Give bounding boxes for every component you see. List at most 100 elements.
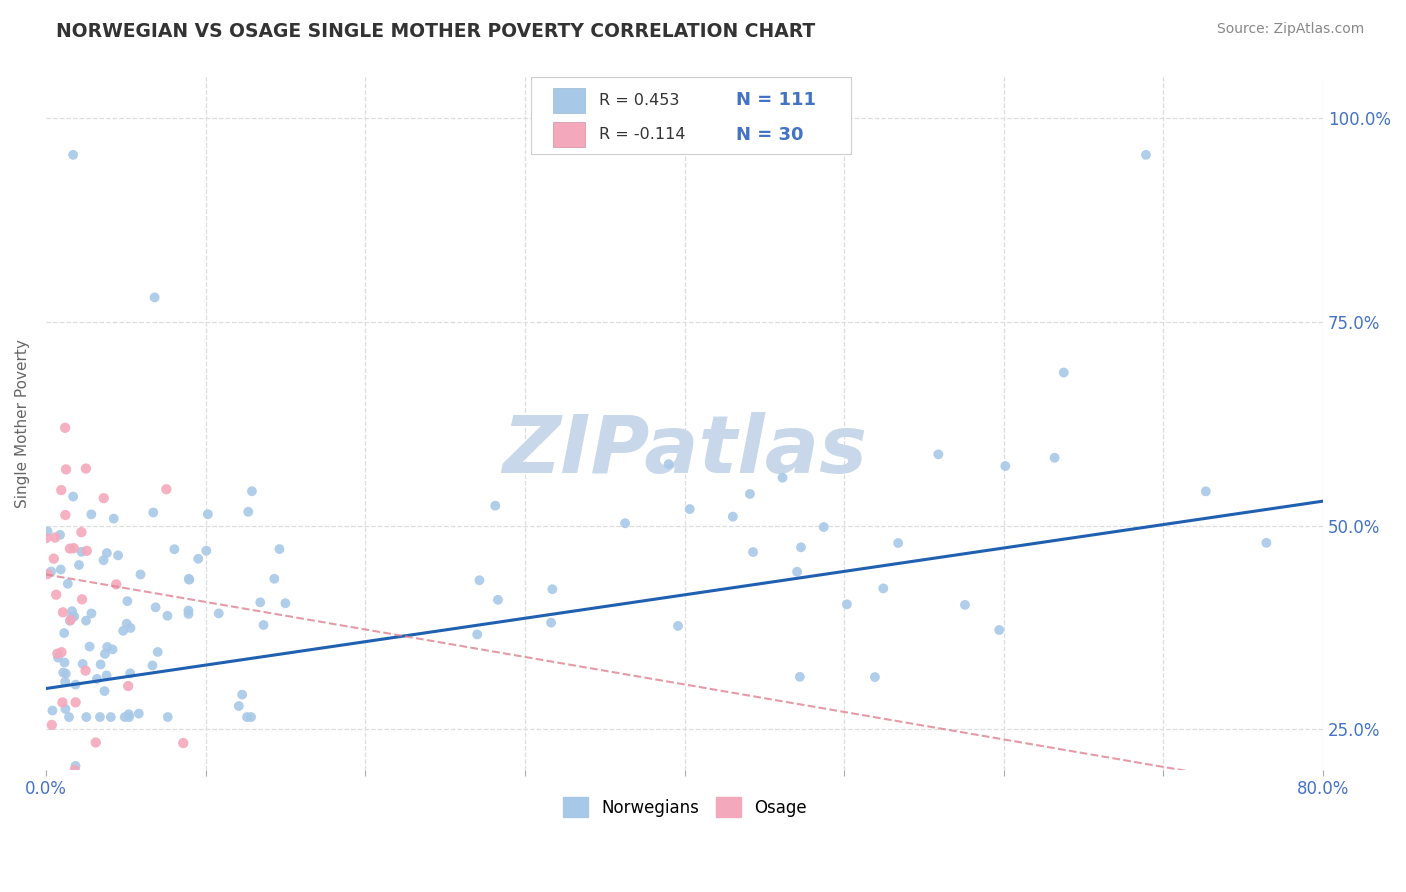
Point xyxy=(90,657,112,672)
Point xyxy=(75,710,97,724)
Point xyxy=(666,619,689,633)
Point xyxy=(187,551,209,566)
Point xyxy=(786,565,808,579)
Point xyxy=(37,524,59,539)
Text: Source: ZipAtlas.com: Source: ZipAtlas.com xyxy=(1216,22,1364,37)
Point xyxy=(236,710,259,724)
Point xyxy=(117,679,139,693)
Point xyxy=(146,645,169,659)
Point xyxy=(155,482,177,496)
Point xyxy=(70,525,93,540)
Point xyxy=(240,484,263,499)
Point xyxy=(177,572,200,586)
Point xyxy=(80,508,103,522)
Point xyxy=(486,592,509,607)
Point xyxy=(156,710,179,724)
Point xyxy=(60,609,83,624)
Point xyxy=(240,710,263,724)
Point xyxy=(96,640,118,654)
Point xyxy=(94,647,117,661)
Point xyxy=(62,541,84,556)
Point xyxy=(118,710,141,724)
Point xyxy=(228,698,250,713)
Point xyxy=(208,607,231,621)
Point xyxy=(179,573,201,587)
Point xyxy=(112,624,135,638)
Point xyxy=(484,499,506,513)
Point xyxy=(39,565,62,579)
Point xyxy=(468,574,491,588)
Point xyxy=(41,704,63,718)
Point xyxy=(93,684,115,698)
Point xyxy=(101,642,124,657)
Point xyxy=(994,458,1017,473)
Point xyxy=(65,759,87,773)
Point xyxy=(103,511,125,525)
Point xyxy=(177,603,200,617)
Point xyxy=(249,595,271,609)
Point xyxy=(93,491,115,506)
Point xyxy=(117,594,139,608)
Point xyxy=(59,541,82,556)
Point xyxy=(65,695,87,709)
Point xyxy=(93,553,115,567)
Point xyxy=(156,608,179,623)
Point xyxy=(49,528,72,542)
Y-axis label: Single Mother Poverty: Single Mother Poverty xyxy=(15,339,30,508)
Point xyxy=(56,576,79,591)
Point xyxy=(75,461,97,475)
Point xyxy=(742,545,765,559)
Point xyxy=(51,695,73,709)
Point xyxy=(1195,484,1218,499)
Point xyxy=(863,670,886,684)
Point xyxy=(46,647,69,661)
Point xyxy=(107,549,129,563)
Point xyxy=(62,490,84,504)
Point xyxy=(789,670,811,684)
FancyBboxPatch shape xyxy=(553,87,585,112)
Point xyxy=(59,613,82,627)
Point xyxy=(1043,450,1066,465)
Point xyxy=(114,710,136,724)
Point xyxy=(614,516,637,531)
Point xyxy=(540,615,562,630)
Point xyxy=(129,567,152,582)
Point xyxy=(72,657,94,671)
Point xyxy=(70,545,93,559)
Point xyxy=(658,457,681,471)
Point xyxy=(51,483,73,497)
Point xyxy=(231,688,253,702)
Point xyxy=(115,616,138,631)
Point xyxy=(53,674,76,689)
Point xyxy=(58,710,80,724)
Point xyxy=(145,600,167,615)
Point xyxy=(118,707,141,722)
Point xyxy=(872,582,894,596)
Point xyxy=(51,645,73,659)
Point xyxy=(60,604,83,618)
Point xyxy=(96,546,118,560)
Point xyxy=(813,520,835,534)
Point xyxy=(53,656,76,670)
Legend: Norwegians, Osage: Norwegians, Osage xyxy=(555,790,813,824)
Point xyxy=(79,640,101,654)
Point xyxy=(35,531,58,545)
Point xyxy=(41,718,63,732)
Point xyxy=(269,542,291,557)
Point xyxy=(1256,536,1278,550)
Point xyxy=(52,665,75,680)
Point xyxy=(465,627,488,641)
Point xyxy=(835,597,858,611)
Point xyxy=(80,607,103,621)
Point xyxy=(55,666,77,681)
Point xyxy=(53,421,76,435)
Point xyxy=(988,623,1011,637)
Point xyxy=(53,508,76,522)
Point xyxy=(45,588,67,602)
Point xyxy=(772,471,794,485)
Point xyxy=(76,544,98,558)
FancyBboxPatch shape xyxy=(531,78,851,153)
Point xyxy=(84,735,107,749)
FancyBboxPatch shape xyxy=(553,122,585,147)
Point xyxy=(75,664,97,678)
